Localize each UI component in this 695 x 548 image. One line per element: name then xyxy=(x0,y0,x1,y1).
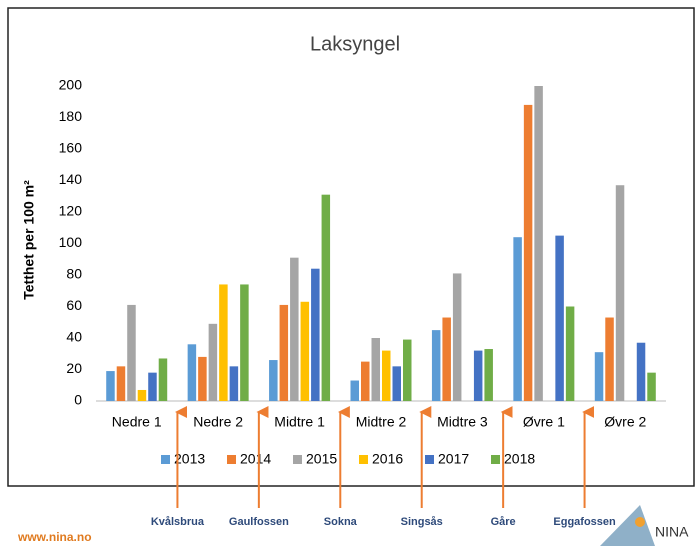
footer-url: www.nina.no xyxy=(17,530,92,544)
legend-swatch xyxy=(491,455,500,464)
bar xyxy=(148,372,157,401)
y-tick-label: 20 xyxy=(66,360,82,376)
x-tick-label: Øvre 1 xyxy=(523,414,565,430)
bar xyxy=(361,361,370,401)
bar xyxy=(198,356,207,401)
annotation-label: Gaulfossen xyxy=(229,516,289,528)
y-tick-label: 200 xyxy=(59,77,83,93)
bar xyxy=(594,352,604,401)
bar xyxy=(513,237,522,401)
legend-swatch xyxy=(359,455,368,464)
chart-title: Laksyngel xyxy=(310,33,400,55)
x-tick-label: Midtre 3 xyxy=(437,414,488,430)
bar xyxy=(523,104,533,402)
bar xyxy=(452,273,462,401)
bar xyxy=(300,301,310,401)
legend-label: 2013 xyxy=(174,451,205,467)
bar xyxy=(403,339,412,401)
bar xyxy=(382,350,391,401)
bar xyxy=(311,268,320,401)
bar xyxy=(431,330,441,401)
bar xyxy=(484,349,493,401)
bar xyxy=(555,235,564,401)
x-tick-label: Nedre 2 xyxy=(193,414,243,430)
bar xyxy=(615,185,625,401)
annotation-label: Kvålsbrua xyxy=(151,516,205,528)
bar xyxy=(442,317,451,401)
logo-shape xyxy=(600,505,655,546)
bar xyxy=(106,371,115,401)
legend-swatch xyxy=(161,455,170,464)
chart-frame xyxy=(7,7,695,487)
bar xyxy=(240,284,249,401)
annotation-label: Sokna xyxy=(324,516,358,528)
y-tick-label: 100 xyxy=(59,234,83,250)
x-tick-label: Midtre 2 xyxy=(356,414,407,430)
y-tick-label: 160 xyxy=(59,140,83,156)
bar xyxy=(321,194,331,401)
legend-swatch xyxy=(227,455,236,464)
legend-label: 2014 xyxy=(240,451,271,467)
legend-label: 2016 xyxy=(372,451,403,467)
y-tick-label: 80 xyxy=(66,266,82,282)
bar xyxy=(219,284,228,401)
bar xyxy=(137,389,147,401)
annotation-label: Eggafossen xyxy=(553,516,616,528)
bar xyxy=(565,306,575,401)
legend-label: 2018 xyxy=(504,451,535,467)
y-tick-label: 60 xyxy=(66,297,82,313)
x-tick-label: Midtre 1 xyxy=(274,414,325,430)
y-tick-label: 180 xyxy=(59,108,83,124)
bar xyxy=(187,344,197,401)
annotation-label: Gåre xyxy=(491,516,516,528)
logo-dot xyxy=(635,517,645,527)
bar xyxy=(269,360,278,401)
x-tick-label: Nedre 1 xyxy=(112,414,162,430)
bar xyxy=(605,317,614,401)
bar xyxy=(647,372,656,401)
y-tick-label: 140 xyxy=(59,171,83,187)
bar xyxy=(392,366,401,401)
bar xyxy=(350,380,359,401)
legend-label: 2017 xyxy=(438,451,469,467)
logo: NINA xyxy=(600,505,689,546)
bar xyxy=(473,350,483,401)
bar xyxy=(636,342,646,401)
legend-swatch xyxy=(293,455,302,464)
bar xyxy=(279,304,289,401)
y-tick-label: 0 xyxy=(74,392,82,408)
bar xyxy=(229,366,239,401)
legend-label: 2015 xyxy=(306,451,337,467)
y-tick-label: 120 xyxy=(59,203,83,219)
annotation-label: Singsås xyxy=(401,516,443,528)
legend-swatch xyxy=(425,455,434,464)
bar xyxy=(127,304,136,401)
bar xyxy=(534,86,543,401)
logo-text: NINA xyxy=(655,524,689,540)
bar xyxy=(116,366,126,401)
bar xyxy=(158,358,168,401)
bar xyxy=(371,338,380,401)
bar xyxy=(208,323,218,401)
y-axis-label: Tetthet per 100 m² xyxy=(21,180,37,300)
x-tick-label: Øvre 2 xyxy=(604,414,646,430)
y-tick-label: 40 xyxy=(66,329,82,345)
bar xyxy=(290,257,299,401)
